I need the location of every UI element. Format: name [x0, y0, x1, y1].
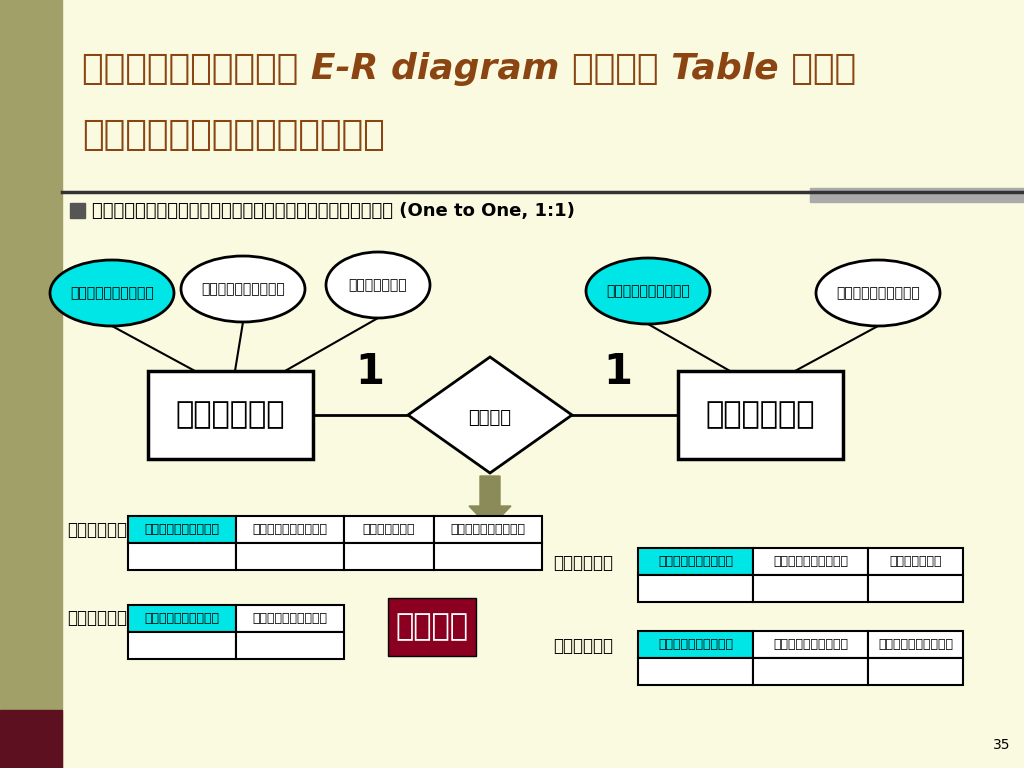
Bar — [236, 516, 344, 543]
Bar — [868, 631, 963, 658]
Bar — [638, 658, 753, 685]
Text: ชื่อตัวแทน: ชื่อตัวแทน — [773, 555, 848, 568]
Text: รหัสตัวแทน: รหัสตัวแทน — [70, 286, 154, 300]
Text: ที่อยู่: ที่อยู่ — [889, 555, 942, 568]
Bar — [753, 658, 868, 685]
Text: ความสัมพันธ์แบบหนึ่งต่อหนึ่ง (One to One, 1:1): ความสัมพันธ์แบบหนึ่งต่อหนึ่ง (One to One… — [92, 202, 574, 220]
Ellipse shape — [326, 252, 430, 318]
FancyArrow shape — [469, 476, 511, 528]
Text: ลูกค้า: ลูกค้า — [706, 400, 815, 429]
Bar — [388, 598, 476, 656]
Bar — [868, 575, 963, 602]
Text: ดูแล: ดูแล — [469, 409, 512, 427]
Bar — [753, 575, 868, 602]
Text: การเปลี่ยน E-R diagram เป็น Table แบบ: การเปลี่ยน E-R diagram เป็น Table แบบ — [82, 52, 856, 86]
Bar — [434, 516, 542, 543]
Bar — [128, 543, 236, 570]
Bar — [236, 632, 344, 659]
Text: 35: 35 — [992, 738, 1010, 752]
Text: รหัสตัวแทน: รหัสตัวแทน — [878, 638, 953, 651]
Bar — [236, 605, 344, 632]
Text: รหัสตัวแทน: รหัสตัวแทน — [658, 555, 733, 568]
Text: ตัวแทน: ตัวแทน — [175, 400, 285, 429]
Text: 1: 1 — [603, 351, 633, 393]
Text: ลูกค้า: ลูกค้า — [67, 609, 127, 627]
Text: รหัสลูกค้า: รหัสลูกค้า — [451, 523, 525, 536]
Text: รหัสลูกค้า: รหัสลูกค้า — [658, 638, 733, 651]
Text: ชื่อตัวแทน: ชื่อตัวแทน — [253, 523, 328, 536]
Bar — [810, 188, 1024, 202]
Text: ลูกค้า: ลูกค้า — [553, 637, 613, 655]
Bar — [638, 575, 753, 602]
Bar — [128, 516, 236, 543]
Text: ตัวแทน: ตัวแทน — [553, 554, 613, 572]
Text: รหัสลูกค้า: รหัสลูกค้า — [606, 284, 690, 298]
Ellipse shape — [50, 260, 174, 326]
Bar — [0, 0, 62, 768]
Bar — [753, 631, 868, 658]
Text: ที่อยู่: ที่อยู่ — [349, 278, 408, 292]
Text: 1: 1 — [355, 351, 384, 393]
Text: มีความสัมพันธ์: มีความสัมพันธ์ — [82, 118, 385, 152]
Text: หรือ: หรือ — [395, 613, 469, 641]
Bar — [0, 710, 62, 768]
Text: รหัสตัวแทน: รหัสตัวแทน — [144, 523, 219, 536]
Bar — [236, 543, 344, 570]
Bar — [678, 371, 843, 459]
Bar — [70, 203, 85, 218]
Text: ที่อยู่: ที่อยู่ — [362, 523, 416, 536]
Ellipse shape — [181, 256, 305, 322]
Text: ตัวแทน: ตัวแทน — [67, 521, 127, 539]
Text: ชื่อตัวแทน: ชื่อตัวแทน — [201, 282, 285, 296]
Bar — [638, 548, 753, 575]
Bar — [147, 371, 312, 459]
Ellipse shape — [586, 258, 710, 324]
Bar — [868, 548, 963, 575]
Bar — [128, 632, 236, 659]
Bar — [344, 543, 434, 570]
Bar — [128, 605, 236, 632]
Bar — [344, 516, 434, 543]
Text: รหัสลูกค้า: รหัสลูกค้า — [144, 612, 219, 625]
Text: ชื่อลูกค้า: ชื่อลูกค้า — [773, 638, 848, 651]
Text: ชื่อลูกค้า: ชื่อลูกค้า — [837, 286, 920, 300]
Bar — [868, 658, 963, 685]
Bar — [434, 543, 542, 570]
Bar — [638, 631, 753, 658]
Ellipse shape — [816, 260, 940, 326]
Polygon shape — [408, 357, 572, 473]
Text: ชื่อลูกค้า: ชื่อลูกค้า — [253, 612, 328, 625]
Bar — [753, 548, 868, 575]
